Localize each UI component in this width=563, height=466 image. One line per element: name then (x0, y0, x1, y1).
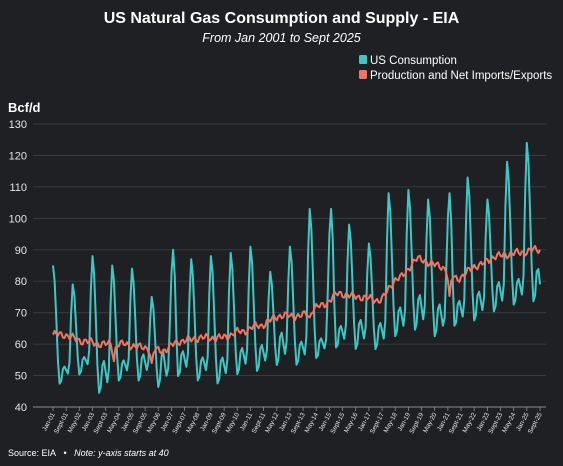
y-tick-label: 90 (15, 245, 27, 257)
legend-label-supply: Production and Net Imports/Exports (370, 70, 552, 82)
series-line-consumption (52, 141, 541, 394)
y-tick-label: 80 (15, 276, 27, 288)
chart-title: US Natural Gas Consumption and Supply - … (104, 10, 460, 27)
y-tick-label: 70 (15, 308, 27, 320)
legend-swatch-supply (359, 70, 367, 79)
y-tick-label: 120 (9, 150, 27, 162)
footer-separator: • (63, 448, 66, 458)
y-axis-ticks: 40 50 60 70 80 90 100 110 120 130 (9, 119, 27, 414)
y-tick-label: 130 (9, 119, 27, 131)
legend-swatch-consumption (359, 55, 367, 64)
legend: US Consumption Production and Net Import… (359, 55, 552, 82)
y-tick-label: 50 (15, 371, 27, 383)
footer-text: Source: EIA • Note: y-axis starts at 40 (8, 443, 169, 460)
series-lines (52, 141, 541, 394)
x-axis: Jan-01Sept-01May-02Jan-03Sept-03May-04Ja… (33, 406, 546, 435)
y-tick-label: 60 (15, 339, 27, 351)
footer-source: Source: EIA (8, 448, 56, 458)
legend-label-consumption: US Consumption (370, 55, 457, 67)
y-axis-label: Bcf/d (8, 100, 41, 115)
y-tick-label: 110 (9, 182, 27, 194)
y-tick-label: 40 (15, 402, 27, 414)
chart-subtitle: From Jan 2001 to Sept 2025 (202, 31, 360, 45)
footer-note: Note: y-axis starts at 40 (74, 448, 169, 458)
y-tick-label: 100 (9, 213, 27, 225)
series-line-supply (52, 244, 541, 365)
footer: Source: EIA • Note: y-axis starts at 40 (8, 443, 169, 460)
